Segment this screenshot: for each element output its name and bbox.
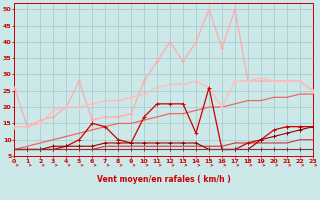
X-axis label: Vent moyen/en rafales ( km/h ): Vent moyen/en rafales ( km/h ) bbox=[97, 175, 230, 184]
